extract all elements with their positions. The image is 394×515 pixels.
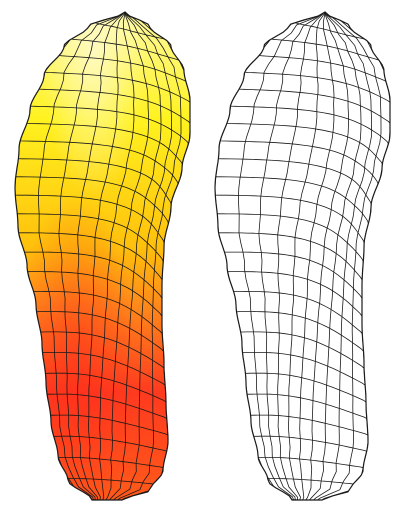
mesh-row-line	[58, 457, 164, 470]
mesh-column-line	[287, 12, 326, 500]
mesh-lines	[15, 12, 190, 500]
mesh-column-line	[109, 12, 162, 500]
mesh-row-line	[27, 271, 163, 325]
mesh-row-line	[36, 311, 165, 359]
mesh-row-line	[242, 352, 366, 392]
insole-fill	[215, 12, 390, 500]
mesh-row-line	[50, 414, 169, 439]
mesh-column-line	[113, 12, 173, 500]
mesh-row-line	[253, 435, 368, 455]
mesh-row-line	[245, 372, 367, 408]
mesh-row-line	[18, 232, 163, 289]
mesh-column-line	[277, 12, 326, 500]
mesh-row-line	[250, 414, 369, 439]
mesh-column-line	[309, 12, 362, 500]
mesh-row-line	[45, 372, 167, 408]
mesh-row-line	[240, 331, 365, 376]
mesh-column-line	[317, 12, 382, 500]
insole-outline-panel	[214, 11, 391, 501]
mesh-column-line	[258, 12, 326, 500]
mesh-row-line	[218, 232, 363, 289]
mesh-row-line	[233, 290, 364, 342]
mesh-row-line	[236, 311, 365, 359]
mesh-column-line	[87, 12, 126, 500]
mesh-row-line	[40, 331, 165, 376]
mesh-column-line	[299, 12, 335, 500]
mesh-row-line	[258, 457, 364, 470]
mesh-column-line	[313, 12, 373, 500]
insole-colored-panel	[14, 11, 191, 501]
mesh-column-line	[37, 12, 126, 500]
mesh-column-line	[117, 12, 182, 500]
mesh-row-line	[67, 478, 154, 486]
mesh-row-line	[24, 251, 163, 307]
mesh-column-line	[105, 12, 150, 500]
mesh-row-line	[42, 352, 166, 392]
mesh-column-line	[305, 12, 350, 500]
mesh-column-line	[237, 12, 326, 500]
mesh-column-line	[99, 12, 135, 500]
insole-outline	[14, 11, 191, 501]
mesh-column-line	[77, 12, 126, 500]
mesh-row-line	[267, 478, 354, 486]
mesh-row-line	[224, 251, 363, 307]
insole-outline	[214, 11, 391, 501]
mesh-row-line	[227, 271, 363, 325]
mesh-row-line	[53, 435, 168, 455]
mesh-row-line	[33, 290, 164, 342]
heat-toe-highlight	[15, 12, 190, 500]
mesh-column-line	[58, 12, 126, 500]
